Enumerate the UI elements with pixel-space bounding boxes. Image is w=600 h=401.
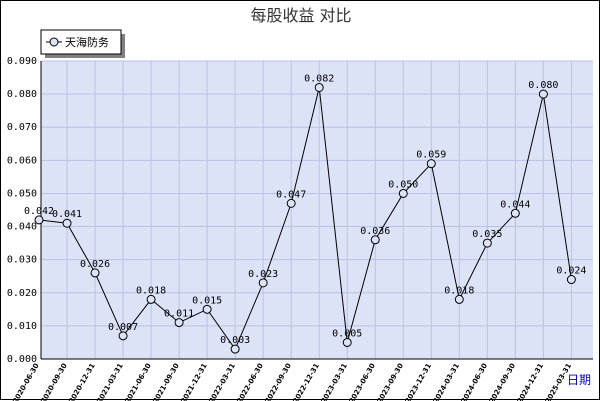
y-tick-label: 0.010	[7, 321, 37, 332]
data-label: 0.082	[304, 73, 334, 84]
data-point	[510, 208, 520, 218]
y-tick-label: 0.020	[7, 288, 37, 299]
data-label: 0.035	[472, 229, 502, 240]
y-tick-label: 0.050	[7, 188, 37, 199]
data-label: 0.007	[108, 322, 138, 333]
y-tick-label: 0.040	[7, 222, 37, 233]
series-layer	[34, 82, 576, 354]
x-tick-label: 2023-12-31	[404, 362, 433, 401]
data-label: 0.015	[192, 295, 222, 306]
legend: 天海防务	[40, 29, 125, 58]
data-label: 0.042	[24, 206, 54, 217]
data-point	[202, 304, 212, 314]
x-tick-label: 2021-03-31	[95, 362, 124, 401]
grid-layer	[41, 60, 593, 359]
y-tick-label: 0.080	[7, 89, 37, 100]
y-tick-label: 0.070	[7, 122, 37, 133]
data-point	[342, 337, 352, 347]
x-tick-label: 2023-09-30	[376, 362, 405, 401]
data-point	[426, 159, 436, 169]
x-tick-label: 2021-09-30	[152, 362, 181, 401]
data-point	[118, 331, 128, 341]
data-label: 0.003	[220, 335, 250, 346]
legend-marker	[49, 37, 59, 47]
data-label: 0.011	[164, 309, 194, 320]
x-tick-label: 2024-12-31	[516, 362, 545, 401]
data-label: 0.080	[528, 80, 558, 91]
x-tick-label: 2023-06-30	[348, 362, 377, 401]
x-tick-label: 2020-09-30	[39, 362, 68, 401]
y-tick-label: 0.000	[7, 354, 37, 365]
data-point	[34, 215, 44, 225]
data-label: 0.041	[52, 209, 82, 220]
data-label: 0.044	[500, 199, 530, 210]
data-label: 0.023	[248, 269, 278, 280]
data-point	[286, 198, 296, 208]
data-point	[566, 275, 576, 285]
x-tick-label: 2024-06-30	[460, 362, 489, 401]
data-point	[90, 268, 100, 278]
data-point	[258, 278, 268, 288]
data-point	[398, 188, 408, 198]
x-tick-label: 2023-03-31	[320, 362, 349, 401]
plot-area	[41, 61, 593, 359]
data-point	[370, 235, 380, 245]
x-tick-label: 2022-12-31	[292, 362, 321, 401]
data-point	[174, 318, 184, 328]
x-tick-label: 2022-06-30	[236, 362, 265, 401]
data-point	[230, 344, 240, 354]
chart-title: 每股收益 对比	[250, 6, 351, 25]
y-tick-label: 0.060	[7, 155, 37, 166]
x-tick-label: 2021-12-31	[180, 362, 209, 401]
x-tick-label: 2020-06-30	[11, 362, 40, 401]
x-tick-label: 2020-12-31	[67, 362, 96, 401]
data-label: 0.059	[416, 150, 446, 161]
data-point	[454, 294, 464, 304]
data-point	[146, 294, 156, 304]
x-tick-label: 2024-09-30	[488, 362, 517, 401]
x-tick-label: 2022-09-30	[264, 362, 293, 401]
data-label: 0.050	[388, 179, 418, 190]
data-label: 0.026	[80, 259, 110, 270]
x-tick-label: 2024-03-31	[432, 362, 461, 401]
legend-box	[40, 29, 122, 55]
data-label: 0.018	[444, 285, 474, 296]
y-tick-label: 0.030	[7, 255, 37, 266]
data-point	[314, 82, 324, 92]
data-label: 0.018	[136, 285, 166, 296]
x-tick-label: 2021-06-30	[123, 362, 152, 401]
x-axis-label: 日期	[567, 373, 591, 387]
data-label: 0.047	[276, 189, 306, 200]
data-point	[62, 218, 72, 228]
y-tick-label: 0.090	[7, 56, 37, 67]
data-point	[538, 89, 548, 99]
data-label: 0.036	[360, 226, 390, 237]
series-line	[38, 87, 572, 351]
legend-entry-label: 天海防务	[65, 35, 109, 49]
data-point	[482, 238, 492, 248]
data-label: 0.005	[332, 328, 362, 339]
x-tick-label: 2022-03-31	[208, 362, 237, 401]
data-label: 0.024	[556, 266, 586, 277]
